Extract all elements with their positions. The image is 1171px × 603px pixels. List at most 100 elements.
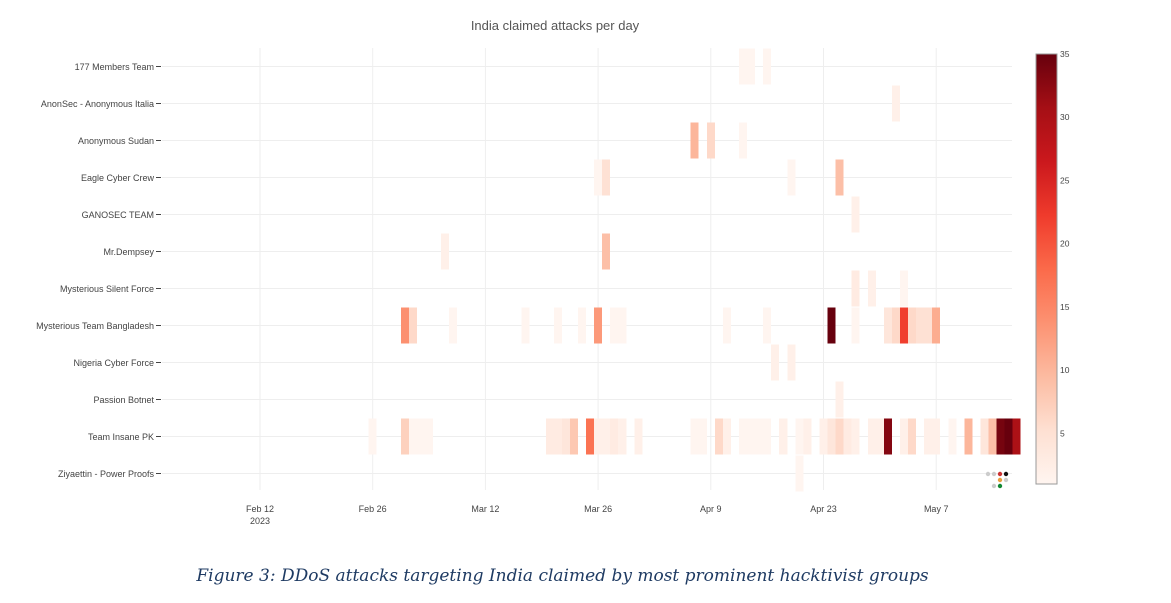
heatmap-cell[interactable] (738, 418, 748, 455)
modebar-button-icon[interactable] (1003, 477, 1009, 483)
heatmap-cell[interactable] (1012, 418, 1021, 455)
heatmap-cell[interactable] (441, 233, 450, 270)
heatmap-cell[interactable] (618, 418, 627, 455)
heatmap-cell[interactable] (594, 307, 603, 344)
heatmap-cell[interactable] (899, 418, 909, 455)
heatmap-cell[interactable] (827, 307, 836, 344)
heatmap-cell[interactable] (722, 307, 731, 344)
heatmap-cell[interactable] (787, 344, 796, 381)
heatmap-cell[interactable] (610, 418, 619, 455)
heatmap-cell[interactable] (883, 307, 892, 344)
modebar-button-icon[interactable] (985, 471, 991, 477)
heatmap-cell[interactable] (594, 159, 603, 196)
heatmap-cell[interactable] (916, 307, 925, 344)
heatmap-cell[interactable] (948, 418, 957, 455)
heatmap-cell[interactable] (610, 307, 619, 344)
modebar-button-icon[interactable] (991, 483, 997, 489)
heatmap-cell[interactable] (932, 307, 941, 344)
heatmap-cell[interactable] (738, 122, 748, 159)
heatmap-cell[interactable] (577, 307, 587, 344)
heatmap-cell[interactable] (561, 418, 570, 455)
heatmap-cell[interactable] (779, 418, 788, 455)
heatmap-cell[interactable] (851, 196, 860, 233)
heatmap-cell[interactable] (763, 307, 772, 344)
heatmap-cell[interactable] (521, 307, 530, 344)
heatmap-cell[interactable] (618, 307, 627, 344)
heatmap-cell[interactable] (899, 307, 909, 344)
heatmap-cell[interactable] (899, 270, 909, 307)
heatmap-cell[interactable] (763, 48, 772, 85)
heatmap-cell[interactable] (908, 307, 917, 344)
modebar-button-icon[interactable] (1003, 471, 1009, 477)
heatmap-cell[interactable] (851, 307, 860, 344)
heatmap-cell[interactable] (553, 307, 562, 344)
heatmap-cell[interactable] (416, 418, 426, 455)
heatmap-cell[interactable] (602, 418, 611, 455)
heatmap-cell[interactable] (771, 344, 780, 381)
heatmap-cell[interactable] (602, 233, 611, 270)
heatmap-cell[interactable] (980, 418, 989, 455)
heatmap-cell[interactable] (586, 418, 595, 455)
heatmap-cell[interactable] (891, 85, 900, 122)
heatmap-cell[interactable] (400, 418, 409, 455)
heatmap-cell[interactable] (867, 270, 876, 307)
heatmap-cell[interactable] (594, 418, 603, 455)
heatmap-cell[interactable] (755, 418, 764, 455)
heatmap-cell[interactable] (714, 418, 723, 455)
heatmap-cell[interactable] (747, 48, 756, 85)
heatmap-cell[interactable] (924, 418, 933, 455)
heatmap-cell[interactable] (722, 418, 731, 455)
heatmap-cell[interactable] (851, 418, 860, 455)
chart-title: India claimed attacks per day (471, 18, 640, 33)
heatmap-cell[interactable] (835, 418, 844, 455)
modebar-button-icon[interactable] (997, 477, 1003, 483)
figure-caption: Figure 3: DDoS attacks targeting India c… (196, 566, 929, 586)
y-axis: 177 Members Team AnonSec - Anonymous Ital… (36, 62, 161, 479)
heatmap-cell[interactable] (827, 418, 836, 455)
heatmap-cell[interactable] (400, 307, 409, 344)
heatmap-cell[interactable] (964, 418, 973, 455)
heatmap-cell[interactable] (569, 418, 578, 455)
heatmap-cell[interactable] (425, 418, 434, 455)
heatmap-cell[interactable] (763, 418, 772, 455)
heatmap-cell[interactable] (738, 48, 748, 85)
heatmap-cell[interactable] (875, 418, 884, 455)
colorbar-tick-label: 25 (1060, 175, 1070, 185)
heatmap-cell[interactable] (988, 418, 997, 455)
heatmap-cell[interactable] (368, 418, 377, 455)
heatmap-cell[interactable] (747, 418, 756, 455)
heatmap-cell[interactable] (883, 418, 892, 455)
heatmap-cell[interactable] (408, 418, 417, 455)
heatmap-cell[interactable] (924, 307, 933, 344)
heatmap-cell[interactable] (908, 418, 917, 455)
heatmap-cell[interactable] (706, 122, 715, 159)
heatmap-cell[interactable] (835, 159, 844, 196)
colorbar-tick-label: 5 (1060, 428, 1065, 438)
heatmap-cell[interactable] (795, 455, 804, 492)
heatmap-cell[interactable] (843, 418, 852, 455)
modebar[interactable] (985, 471, 1009, 489)
heatmap-cell[interactable] (795, 418, 804, 455)
heatmap-cell[interactable] (690, 122, 699, 159)
heatmap-cell[interactable] (867, 418, 876, 455)
heatmap-cell[interactable] (996, 418, 1005, 455)
heatmap-cell[interactable] (891, 307, 900, 344)
heatmap-cell[interactable] (634, 418, 643, 455)
modebar-button-icon[interactable] (991, 471, 997, 477)
heatmap-cell[interactable] (1004, 418, 1013, 455)
heatmap-cell[interactable] (932, 418, 941, 455)
heatmap-cell[interactable] (553, 418, 562, 455)
heatmap-cell[interactable] (851, 270, 860, 307)
modebar-button-icon[interactable] (997, 483, 1003, 489)
heatmap-cell[interactable] (803, 418, 812, 455)
modebar-button-icon[interactable] (997, 471, 1003, 477)
heatmap-cell[interactable] (835, 381, 844, 418)
heatmap-cell[interactable] (787, 159, 796, 196)
heatmap-cell[interactable] (545, 418, 554, 455)
heatmap-cell[interactable] (698, 418, 707, 455)
heatmap-cell[interactable] (449, 307, 458, 344)
heatmap-cell[interactable] (408, 307, 417, 344)
heatmap-cell[interactable] (602, 159, 611, 196)
heatmap-cell[interactable] (819, 418, 828, 455)
heatmap-cell[interactable] (690, 418, 699, 455)
